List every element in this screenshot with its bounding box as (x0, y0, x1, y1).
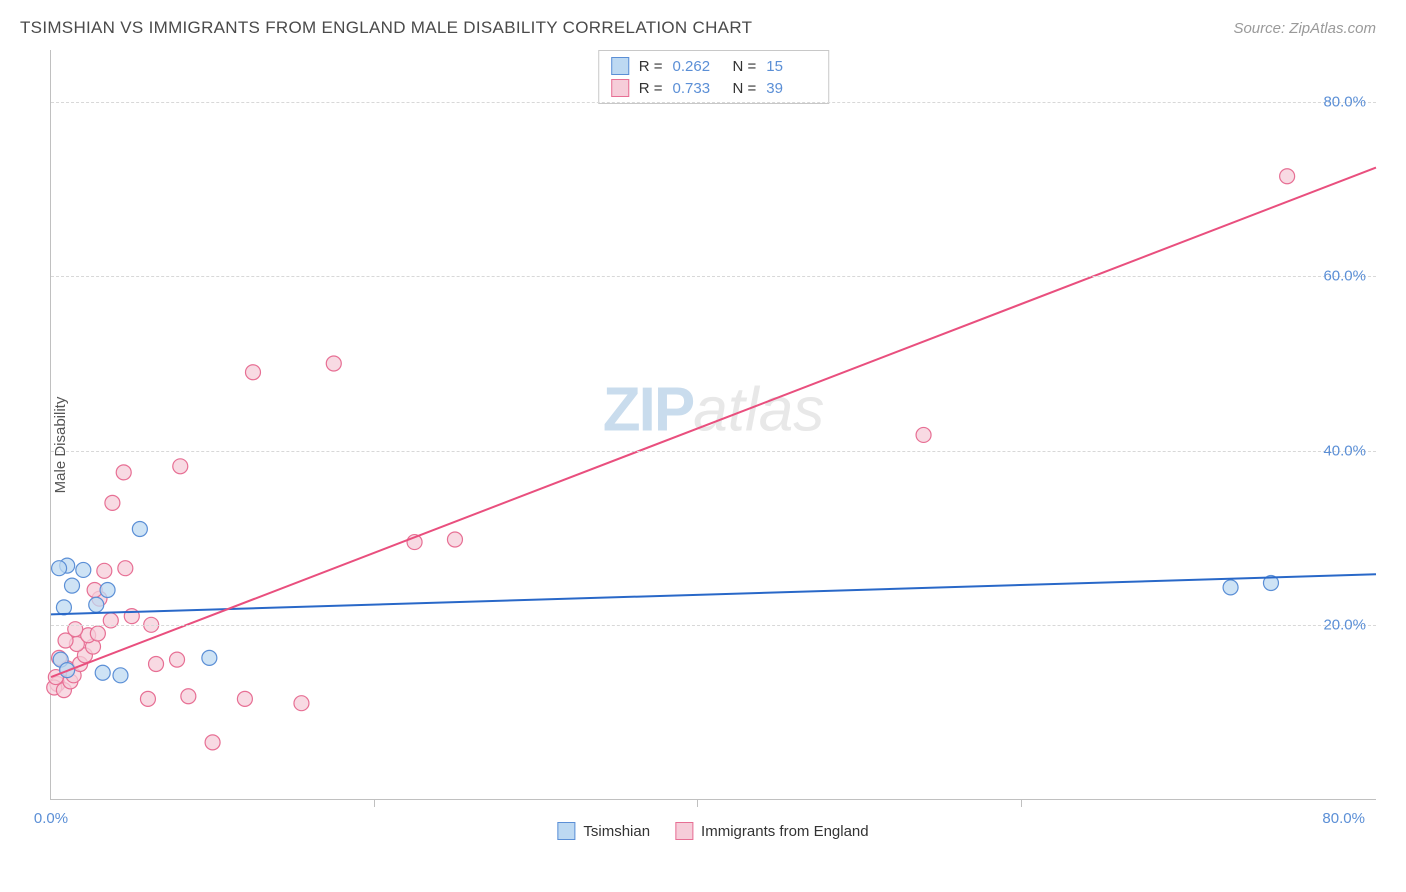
r-value: 0.262 (673, 58, 723, 75)
y-tick-label: 80.0% (1323, 94, 1366, 111)
correlation-legend: R = 0.262 N = 15 R = 0.733 N = 39 (598, 50, 830, 104)
scatter-point (1223, 580, 1238, 595)
scatter-point (170, 652, 185, 667)
x-tick-mark (697, 799, 698, 807)
legend-color-box (611, 57, 629, 75)
scatter-point (100, 582, 115, 597)
scatter-point (202, 650, 217, 665)
gridline (51, 451, 1376, 452)
correlation-legend-row: R = 0.733 N = 39 (611, 77, 817, 99)
n-value: 15 (766, 58, 816, 75)
chart-header: TSIMSHIAN VS IMMIGRANTS FROM ENGLAND MAL… (0, 0, 1406, 50)
scatter-point (56, 600, 71, 615)
series-legend-item: Tsimshian (557, 822, 650, 840)
series-legend-label: Tsimshian (583, 823, 650, 840)
scatter-point (90, 626, 105, 641)
scatter-point (205, 735, 220, 750)
scatter-point (105, 495, 120, 510)
r-label: R = (639, 80, 663, 97)
scatter-point (447, 532, 462, 547)
r-label: R = (639, 58, 663, 75)
chart-title: TSIMSHIAN VS IMMIGRANTS FROM ENGLAND MAL… (20, 18, 752, 38)
scatter-point (97, 563, 112, 578)
series-legend-item: Immigrants from England (675, 822, 869, 840)
scatter-point (132, 522, 147, 537)
gridline (51, 102, 1376, 103)
plot-area: ZIPatlas R =0.262N =15R =0.733N =39 20.0… (50, 50, 1376, 800)
scatter-point (113, 668, 128, 683)
gridline (51, 276, 1376, 277)
x-tick-mark (1021, 799, 1022, 807)
series-legend-label: Immigrants from England (701, 823, 869, 840)
correlation-legend-row: R = 0.262 N = 15 (611, 55, 817, 77)
scatter-point (1280, 169, 1295, 184)
scatter-point (76, 562, 91, 577)
scatter-point (65, 578, 80, 593)
gridline (51, 625, 1376, 626)
scatter-point (89, 597, 104, 612)
y-tick-label: 60.0% (1323, 268, 1366, 285)
x-tick-label: 0.0% (34, 810, 68, 827)
scatter-point (181, 689, 196, 704)
n-label: N = (733, 58, 757, 75)
scatter-point (916, 427, 931, 442)
scatter-point (140, 691, 155, 706)
y-tick-label: 40.0% (1323, 442, 1366, 459)
scatter-point (52, 561, 67, 576)
n-label: N = (733, 80, 757, 97)
legend-color-box (557, 822, 575, 840)
legend-color-box (611, 79, 629, 97)
legend-color-box (675, 822, 693, 840)
x-tick-mark (374, 799, 375, 807)
y-tick-label: 20.0% (1323, 616, 1366, 633)
scatter-point (118, 561, 133, 576)
chart-container: Male Disability ZIPatlas R =0.262N =15R … (50, 50, 1376, 840)
r-value: 0.733 (673, 80, 723, 97)
scatter-point (237, 691, 252, 706)
series-legend: Tsimshian Immigrants from England (557, 822, 868, 840)
scatter-point (95, 665, 110, 680)
scatter-point (149, 657, 164, 672)
scatter-plot-svg (51, 50, 1376, 799)
scatter-point (173, 459, 188, 474)
scatter-point (245, 365, 260, 380)
scatter-point (294, 696, 309, 711)
x-tick-label: 80.0% (1322, 810, 1365, 827)
chart-source: Source: ZipAtlas.com (1233, 20, 1376, 37)
n-value: 39 (766, 80, 816, 97)
trend-line (51, 168, 1376, 677)
scatter-point (116, 465, 131, 480)
trend-line (51, 574, 1376, 614)
scatter-point (326, 356, 341, 371)
